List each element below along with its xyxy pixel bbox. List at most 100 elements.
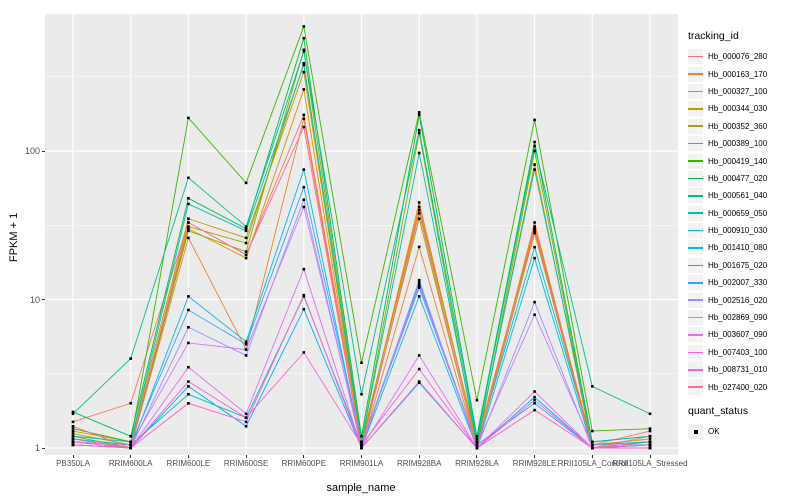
data-point — [648, 446, 652, 450]
data-point — [187, 197, 190, 200]
data-point — [533, 401, 536, 405]
legend-key-line-icon — [688, 108, 703, 110]
data-point — [417, 208, 421, 212]
legend-key-line-icon — [688, 142, 703, 145]
legend-item-label: Hb_007403_100 — [708, 347, 768, 357]
y-axis-title: FPKM + 1 — [8, 212, 20, 262]
legend-key-line-icon — [688, 90, 703, 93]
data-point — [187, 225, 190, 228]
x-tick-label-RRII105LA_Stressed: RRII105LA_Stressed — [612, 459, 688, 468]
data-point — [475, 437, 479, 441]
x-tick-mark — [418, 455, 420, 458]
data-point — [533, 300, 536, 304]
legend-item-Hb_001675_020: Hb_001675_020 — [688, 257, 800, 274]
legend-item-label: Hb_000477_020 — [708, 173, 768, 183]
data-point — [244, 253, 248, 257]
data-point — [533, 221, 536, 224]
x-tick-mark — [591, 455, 593, 458]
data-point — [71, 434, 75, 438]
data-point — [187, 308, 190, 312]
legend-item-Hb_000344_030: Hb_000344_030 — [688, 100, 800, 117]
legend-key-line-icon — [688, 281, 703, 284]
data-point — [591, 429, 594, 433]
data-point — [417, 286, 421, 290]
data-point — [302, 63, 306, 67]
legend-key-box — [688, 136, 703, 152]
legend-key-line-icon — [688, 229, 703, 232]
data-point — [302, 168, 306, 171]
data-point — [187, 392, 190, 396]
data-point — [187, 295, 190, 298]
data-point — [302, 267, 306, 271]
x-axis-title: sample_name — [326, 482, 396, 494]
x-tick-label-RRIM928BA: RRIM928BA — [396, 459, 442, 468]
legend-item-label: Hb_002869_090 — [708, 313, 768, 323]
data-point — [648, 443, 652, 447]
legend-item-Hb_027400_020: Hb_027400_020 — [688, 378, 800, 395]
legend-item-label: Hb_000163_170 — [708, 69, 768, 79]
data-point — [417, 380, 421, 383]
legend-key-line-icon — [688, 247, 703, 249]
legend-item-Hb_000561_040: Hb_000561_040 — [688, 187, 800, 204]
data-point — [302, 25, 306, 28]
legend-quant-status: quant_status OK — [688, 405, 800, 440]
legend-key-box — [688, 379, 703, 395]
plot-canvas — [45, 14, 678, 455]
legend-item-label: Hb_000659_050 — [708, 208, 768, 218]
data-point — [591, 385, 594, 388]
data-point — [244, 342, 248, 346]
data-point — [187, 385, 190, 388]
legend-item-Hb_000352_360: Hb_000352_360 — [688, 118, 800, 135]
legend-key-line-icon — [688, 264, 703, 267]
data-point — [244, 236, 248, 240]
data-point — [417, 245, 421, 249]
data-point — [533, 245, 536, 249]
x-tick-label-RRIM928LA: RRIM928LA — [455, 459, 499, 468]
legend-item-label: Hb_000561_040 — [708, 191, 768, 201]
data-point — [302, 307, 306, 311]
legend: tracking_id Hb_000076_280 Hb_000163_170 Hb… — [688, 30, 800, 440]
legend-item-label: Hb_000389_100 — [708, 139, 768, 149]
legend-item-label: Hb_000352_360 — [708, 121, 768, 131]
data-point — [244, 250, 248, 253]
data-point — [417, 295, 421, 298]
data-point — [187, 365, 190, 369]
legend-item-label: Hb_027400_020 — [708, 382, 768, 392]
data-point — [244, 420, 248, 424]
data-point — [187, 236, 190, 240]
data-point — [244, 256, 248, 260]
data-point — [533, 390, 536, 393]
data-point — [417, 201, 421, 204]
data-point — [244, 227, 248, 230]
y-tick-label: 1 — [34, 443, 40, 453]
legend-item-label: Hb_002007_330 — [708, 278, 768, 288]
data-point — [187, 202, 190, 206]
data-point — [475, 443, 479, 447]
legend-item-label: Hb_000910_030 — [708, 226, 768, 236]
data-point — [417, 212, 421, 215]
legend-title-quant-status: quant_status — [688, 404, 749, 417]
data-point — [187, 401, 190, 405]
data-point — [533, 398, 536, 402]
data-point — [71, 440, 75, 444]
legend-item-Hb_000910_030: Hb_000910_030 — [688, 222, 800, 239]
data-point — [187, 116, 190, 120]
legend-key-box — [688, 240, 703, 256]
data-point — [417, 205, 421, 209]
data-point — [187, 227, 190, 230]
legend-key-line-icon — [688, 316, 703, 319]
data-point — [187, 325, 190, 329]
data-point — [648, 429, 652, 433]
data-point — [417, 283, 421, 287]
y-tick-label: 100 — [24, 146, 40, 156]
legend-key-box — [688, 153, 703, 169]
legend-item-Hb_001410_080: Hb_001410_080 — [688, 239, 800, 256]
data-point — [71, 427, 75, 430]
legend-key-line-icon — [688, 55, 703, 58]
data-point — [302, 185, 306, 189]
data-point — [533, 149, 536, 153]
data-point — [244, 416, 248, 419]
data-point — [302, 88, 306, 91]
quant-status-item: OK — [688, 423, 800, 440]
legend-item-Hb_000163_170: Hb_000163_170 — [688, 65, 800, 82]
